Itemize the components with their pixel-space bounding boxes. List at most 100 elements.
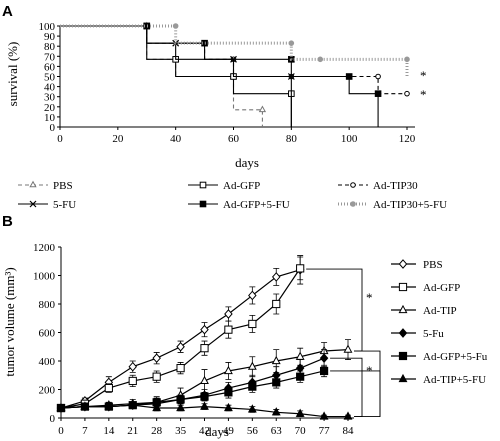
panel-a-ytick-label: 10 xyxy=(44,112,56,124)
panel-a-legend-label: Ad-GFP xyxy=(223,180,260,192)
panel-b-point-ad-tip-5-fu xyxy=(295,408,305,417)
panel-b-xtick-label: 63 xyxy=(271,425,283,437)
panel-a-series-ad-tip30-5-fu xyxy=(60,23,410,77)
panel-a-point-ad-tip30-5-fu xyxy=(288,40,295,46)
panel-b-point-ad-gfp-5-fu xyxy=(272,378,281,387)
panel-b-point-5-fu xyxy=(319,353,329,364)
panel-b-point-ad-tip-5-fu xyxy=(152,402,162,412)
panel-b-point-ad-tip-5-fu xyxy=(200,401,209,410)
panel-b-ytick-label: 400 xyxy=(39,356,56,368)
panel-b-legend-marker xyxy=(398,328,408,338)
panel-b-point-ad-tip-5-fu xyxy=(319,411,329,420)
panel-a-legend: PBS Ad-GFP Ad-TIP30 5-FU Ad-GFP+5-FU Ad-TIP30… xyxy=(18,180,447,211)
panel-b-xtick-label: 84 xyxy=(343,425,355,437)
panel-a-point-pbs xyxy=(258,105,267,113)
panel-a-point-ad-tip30-5-fu xyxy=(317,56,324,63)
panel-b-xlabel: days xyxy=(205,424,229,439)
panel-a-line-pbs xyxy=(60,25,263,127)
panel-b-point-ad-gfp xyxy=(152,372,161,381)
panel-a-xlabel: days xyxy=(235,155,259,170)
panel-a-series-ad-gfp xyxy=(60,22,295,127)
panel-a-legend-item-ad-tip30-5-fu: Ad-TIP30+5-FU xyxy=(338,199,447,211)
panel-b-point-pbs xyxy=(128,361,138,372)
panel-b-point-ad-tip-5-fu xyxy=(343,411,353,420)
panel-a-ytick-label: 0 xyxy=(50,122,56,134)
panel-b-legend-item-pbs: PBS xyxy=(391,259,443,271)
panel-a-legend-label: 5-FU xyxy=(53,199,76,211)
panel-a-point-ad-gfp-5-fu xyxy=(201,39,208,47)
panel-b-ytick-label: 1000 xyxy=(33,271,56,283)
panel-b-point-ad-tip-5-fu xyxy=(104,401,114,410)
panel-b-xtick-label: 7 xyxy=(82,425,88,437)
panel-a-point-ad-tip30-5-fu xyxy=(404,56,410,63)
panel-a-ytick-label: 40 xyxy=(44,82,56,94)
panel-b-legend-item-ad-tip: Ad-TIP xyxy=(391,304,457,317)
panel-b-point-ad-tip-5-fu xyxy=(176,402,186,412)
panel-b-line-5-fu xyxy=(60,357,325,409)
panel-b-point-pbs xyxy=(152,353,161,364)
panel-b-point-ad-tip xyxy=(343,344,353,353)
panel-a-ytick-label: 80 xyxy=(44,41,56,53)
panel-b-xtick-label: 42 xyxy=(199,425,210,437)
panel-a-xtick-label: 0 xyxy=(57,133,63,145)
panel-a-point-ad-gfp-5-fu xyxy=(345,73,353,80)
panel-b-point-ad-gfp-5-fu xyxy=(248,382,257,391)
panel-b-point-ad-tip-5-fu xyxy=(128,400,138,409)
panel-a-annotation-1: * xyxy=(420,68,427,83)
panel-b-point-ad-gfp-5-fu xyxy=(224,388,233,397)
panel-b-legend-label: Ad-GFP+5-Fu xyxy=(423,351,488,363)
panel-b-xtick-label: 21 xyxy=(127,425,138,437)
panel-b-point-ad-gfp xyxy=(128,376,137,386)
panel-b-point-pbs xyxy=(248,290,257,301)
panel-b-xtick-label: 56 xyxy=(247,425,259,437)
panel-b-point-ad-gfp-5-fu xyxy=(319,366,329,376)
panel-a-point-ad-gfp-5-fu xyxy=(374,90,382,97)
panel-a-legend-marker xyxy=(199,200,207,208)
panel-b-legend: PBS Ad-GFP Ad-TIP 5-Fu Ad-GFP+5-Fu Ad-TIP+5-F… xyxy=(391,259,488,386)
panel-b-ylabel: tumor volume (mm³) xyxy=(2,267,17,376)
panel-b-bracket-upper xyxy=(306,268,363,352)
panel-b-point-ad-gfp xyxy=(224,325,233,334)
panel-a-ytick-label: 100 xyxy=(39,21,56,33)
panel-b-point-ad-tip-5-fu xyxy=(247,404,257,413)
panel-b-legend-marker xyxy=(398,282,408,292)
panel-b-point-ad-gfp xyxy=(176,364,185,373)
panel-b-ytick-label: 600 xyxy=(39,328,56,340)
panel-b-point-pbs xyxy=(271,272,281,282)
panel-b-legend-marker xyxy=(398,259,408,269)
panel-b-point-ad-tip-5-fu xyxy=(271,407,281,416)
panel-b-point-ad-tip xyxy=(271,355,281,365)
panel-a-ylabel: survival (%) xyxy=(5,42,20,107)
panel-a-legend-marker xyxy=(350,201,356,207)
panel-b-xtick-label: 14 xyxy=(103,425,115,437)
panel-a-legend-marker xyxy=(29,180,37,188)
panel-b-point-ad-gfp xyxy=(200,344,209,353)
panel-b-point-ad-gfp xyxy=(296,264,305,273)
panel-b-ytick-label: 200 xyxy=(39,385,56,397)
panel-b-legend-marker xyxy=(398,304,408,314)
panel-b-point-ad-gfp-5-fu xyxy=(296,372,305,381)
panel-b-legend-item-ad-gfp-5-fu: Ad-GFP+5-Fu xyxy=(391,351,488,363)
panel-a-xtick-label: 60 xyxy=(228,133,240,145)
panel-b-bracket-lower xyxy=(330,357,363,418)
panel-a-legend-marker xyxy=(29,200,37,208)
panel-a-legend-label: Ad-TIP30+5-FU xyxy=(373,199,447,211)
panel-b-ytick-label: 0 xyxy=(50,413,56,425)
panel-b-point-ad-gfp-5-fu xyxy=(200,392,209,401)
panel-b-point-pbs xyxy=(200,324,209,335)
panel-b-point-ad-tip-5-fu xyxy=(223,402,233,412)
panel-b-legend-marker xyxy=(398,351,408,361)
panel-a-xtick-label: 80 xyxy=(286,133,298,145)
panel-b-significance-brackets xyxy=(306,268,381,418)
panel-b-series-ad-tip-5-fu xyxy=(56,400,353,420)
panel-b-point-pbs xyxy=(224,309,233,319)
panel-a-xtick-label: 40 xyxy=(170,133,182,145)
panel-b-legend-item-5-fu: 5-Fu xyxy=(391,328,444,340)
panel-b-point-ad-tip-5-fu xyxy=(80,401,90,410)
panel-b-legend-marker xyxy=(398,373,408,383)
panel-b-legend-label: Ad-TIP+5-FU xyxy=(423,374,486,386)
panel-b-letter: B xyxy=(2,213,13,230)
panel-a-letter: A xyxy=(2,3,13,20)
panel-a-legend-item-ad-gfp-5-fu: Ad-GFP+5-FU xyxy=(188,199,290,211)
